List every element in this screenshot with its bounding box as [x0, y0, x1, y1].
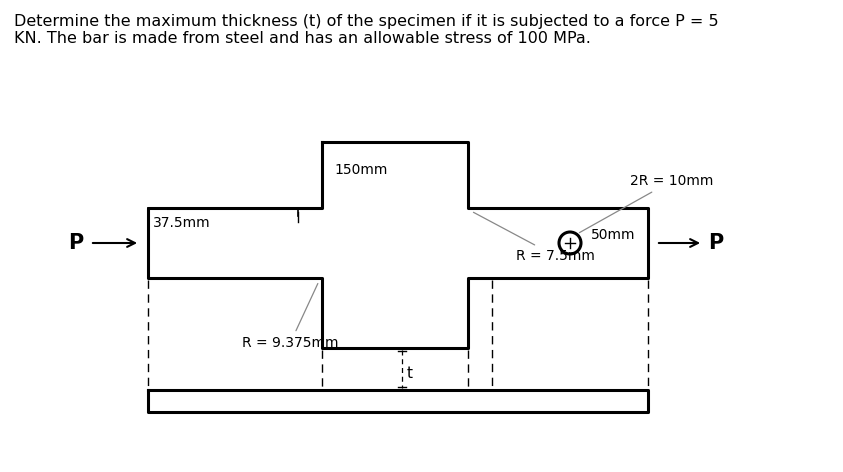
Text: 37.5mm: 37.5mm: [153, 216, 211, 230]
Text: 150mm: 150mm: [334, 163, 388, 177]
Text: t: t: [406, 366, 412, 381]
Text: P: P: [708, 233, 723, 253]
Text: Determine the maximum thickness (t) of the specimen if it is subjected to a forc: Determine the maximum thickness (t) of t…: [14, 14, 718, 46]
Text: 2R = 10mm: 2R = 10mm: [579, 174, 713, 233]
Text: R = 7.5mm: R = 7.5mm: [474, 212, 595, 263]
Text: 50mm: 50mm: [591, 228, 636, 242]
Text: P: P: [67, 233, 83, 253]
Text: R = 9.375mm: R = 9.375mm: [242, 284, 339, 350]
